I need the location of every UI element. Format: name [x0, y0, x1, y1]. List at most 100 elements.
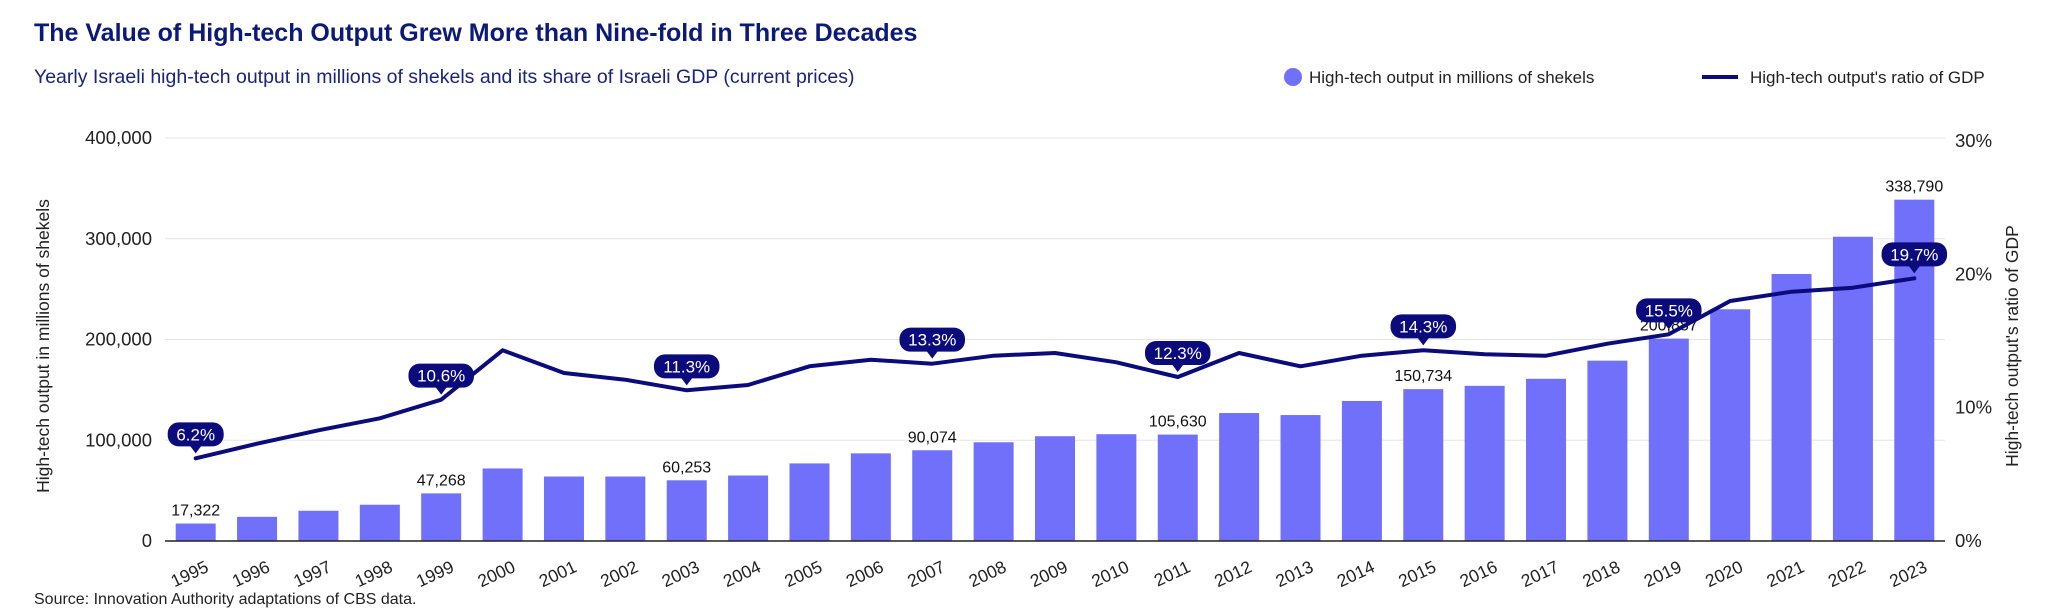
bar — [482, 468, 523, 541]
line-path — [193, 276, 1917, 461]
bar — [421, 493, 462, 541]
x-tick-label: 2021 — [1764, 556, 1808, 591]
line-label-text: 15.5% — [1645, 301, 1693, 320]
y-axis-left-title: High-tech output in millions of shekels — [33, 199, 53, 493]
bar — [1710, 309, 1751, 541]
x-tick-label: 2009 — [1027, 556, 1071, 591]
x-tick-label: 2015 — [1395, 556, 1439, 591]
x-tick-label: 2012 — [1211, 556, 1255, 591]
y-axis-right-ticks: 0% 10% 20% 30% — [1955, 130, 1992, 551]
bar — [1587, 360, 1628, 541]
bar-data-label: 47,268 — [417, 472, 466, 489]
y2-tick-label: 10% — [1955, 397, 1992, 418]
gridlines — [165, 137, 1945, 441]
line-label-pill — [653, 354, 720, 379]
line-label-pill — [1881, 242, 1948, 267]
x-tick-label: 2007 — [904, 556, 948, 591]
x-tick-label: 1997 — [290, 556, 334, 591]
line-data-label: 12.3% — [1145, 341, 1211, 372]
x-tick-label: 2008 — [966, 556, 1010, 591]
bar — [666, 480, 707, 541]
line-label-text: 11.3% — [663, 357, 710, 376]
line-label-pill — [899, 327, 965, 352]
line-data-label: 10.6% — [408, 363, 474, 395]
bar-data-label: 60,253 — [662, 459, 711, 476]
bar — [175, 523, 216, 541]
bar — [359, 504, 400, 541]
line-label-pointer — [435, 386, 448, 395]
line-label-pointer — [1908, 265, 1921, 274]
bar — [1219, 413, 1260, 541]
legend-line-label: High-tech output's ratio of GDP — [1750, 68, 1985, 87]
legend: High-tech output in millions of shekels … — [1284, 68, 1985, 87]
bar — [1832, 236, 1873, 542]
x-tick-label: 2004 — [720, 556, 764, 591]
legend-bar-label: High-tech output in millions of shekels — [1309, 68, 1594, 87]
bar — [1526, 378, 1567, 541]
x-tick-label: 2011 — [1151, 556, 1194, 590]
bar-data-label: 90,074 — [908, 429, 957, 446]
line-label-pill — [1390, 314, 1457, 339]
bar-data-label: 17,322 — [171, 503, 220, 520]
x-tick-label: 2018 — [1579, 556, 1623, 591]
bar-data-label: 105,630 — [1149, 414, 1207, 431]
x-tick-label: 2006 — [843, 556, 887, 591]
x-tick-label: 2005 — [781, 556, 825, 591]
x-tick-label: 2020 — [1702, 556, 1746, 591]
line-label-text: 13.3% — [908, 331, 956, 350]
line-label-text: 12.3% — [1154, 344, 1202, 363]
y2-tick-label: 20% — [1955, 263, 1992, 284]
line-data-label: 15.5% — [1636, 298, 1702, 330]
bar — [1464, 385, 1505, 541]
x-tick-label: 2013 — [1272, 556, 1316, 591]
x-tick-label: 2016 — [1457, 556, 1501, 591]
x-tick-label: 2001 — [536, 556, 580, 591]
x-tick-label: 2014 — [1334, 556, 1378, 591]
bar-data-label: 338,790 — [1885, 179, 1943, 196]
line-label-pointer — [680, 377, 693, 386]
chart-subtitle: Yearly Israeli high-tech output in milli… — [34, 66, 854, 88]
y-axis-left-ticks: 0 100,000 200,000 300,000 400,000 — [85, 127, 152, 551]
bar — [543, 476, 584, 541]
bar — [605, 476, 646, 541]
y2-tick-label: 0% — [1955, 530, 1982, 551]
bar — [1341, 400, 1382, 541]
bar — [237, 516, 278, 541]
x-tick-label: 2010 — [1088, 556, 1132, 591]
y-tick-label: 100,000 — [85, 429, 152, 450]
line-data-label: 6.2% — [167, 422, 224, 454]
bar — [850, 453, 891, 541]
line-label-text: 19.7% — [1890, 245, 1938, 264]
bar-data-label: 150,734 — [1394, 368, 1452, 385]
x-tick-label: 2023 — [1886, 556, 1930, 591]
line-label-pill — [1145, 341, 1211, 365]
line-label-pointer — [189, 445, 202, 454]
x-tick-label: 1995 — [168, 556, 212, 591]
bar — [1280, 415, 1321, 541]
line-label-text: 14.3% — [1399, 317, 1447, 336]
bar — [973, 442, 1014, 541]
line-data-label: 13.3% — [899, 327, 965, 359]
line-data-labels: 6.2% 10.6% 11.3% 13.3% 12.3% 14.3% 15.5% 19.7% — [167, 242, 1948, 454]
line-label-text: 10.6% — [417, 367, 465, 386]
line-label-pill — [167, 422, 224, 447]
x-tick-label: 2000 — [475, 556, 519, 591]
line-label-pill — [1636, 298, 1702, 323]
bar — [298, 510, 339, 541]
x-tick-label: 1998 — [352, 556, 396, 591]
line-label-pointer — [1662, 321, 1675, 330]
bar-data-labels: 17,32247,26860,25390,074105,630150,73420… — [171, 179, 1943, 520]
bar — [789, 463, 830, 541]
x-tick-label: 2017 — [1518, 556, 1562, 591]
bar — [728, 475, 769, 541]
x-tick-label: 1999 — [413, 556, 457, 591]
line-label-text: 6.2% — [176, 425, 215, 444]
line-series — [193, 276, 1917, 461]
x-tick-label: 2019 — [1641, 556, 1685, 591]
line-label-pointer — [1417, 337, 1430, 346]
x-tick-label: 2003 — [659, 556, 703, 591]
line-label-pointer — [1171, 364, 1184, 372]
bar — [1648, 338, 1689, 541]
x-tick-label: 2022 — [1825, 556, 1869, 591]
